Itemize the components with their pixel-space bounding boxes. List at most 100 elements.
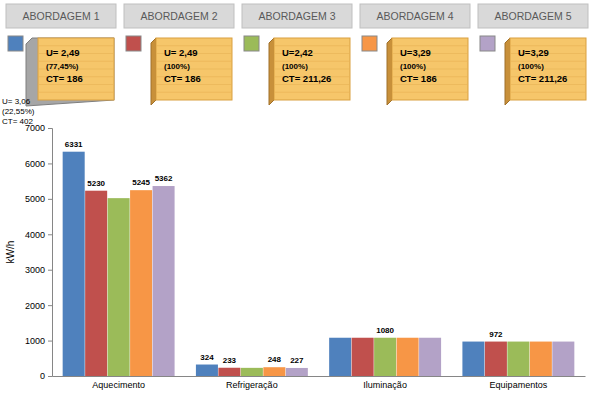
brick-line [510,84,586,85]
data-label: 1080 [376,326,394,335]
x-tick-label: Iluminação [363,380,407,390]
approach: ABORDAGEM 5U=3,29(100%)CT= 211,26 [478,4,588,105]
wall-text: (100%) [518,62,544,71]
approach: ABORDAGEM 3U=2,42(100%)CT= 211,26 [242,4,352,105]
y-tick: 0 [40,371,52,381]
y-tick-mark [48,234,52,235]
brick-line [510,92,586,93]
wall-side-text: (22,55%) [2,107,35,116]
bar [153,186,175,376]
wall-text: U= 2,49 [164,47,198,58]
bar [63,152,85,376]
wall-side [26,38,114,106]
wall-text: CT= 186 [400,73,437,84]
brick-line [274,84,350,85]
chart-root: ABORDAGEM 1U= 3,06(22,55%)CT= 402U= 2,49… [0,0,600,398]
y-tick-label: 4000 [25,230,45,240]
y-tick-mark [48,163,52,164]
brick-line [156,92,232,93]
bar [329,338,351,376]
y-tick: 6000 [25,159,52,169]
x-tick: Iluminação [363,376,407,390]
approach-title: ABORDAGEM 5 [494,10,571,22]
header: ABORDAGEM 1U= 3,06(22,55%)CT= 402U= 2,49… [2,4,588,126]
y-tick: 4000 [25,230,52,240]
y-tick-label: 6000 [25,159,45,169]
bar [286,368,308,376]
wall-text: CT= 186 [46,73,83,84]
wall-text: (100%) [400,62,426,71]
bar [552,342,574,376]
wall [392,38,468,100]
brick-line [392,84,468,85]
data-label: 6331 [65,140,83,149]
y-tick-mark [48,341,52,342]
x-tick: Equipamentos [490,376,548,390]
brick-line [38,92,114,93]
y-tick: 3000 [25,265,52,275]
y-tick-label: 5000 [25,194,45,204]
wall-text: CT= 211,26 [518,73,567,84]
y-tick: 5000 [25,194,52,204]
wall-text: (77,45%) [46,62,79,71]
y-tick-mark [48,305,52,306]
wall-edge [151,38,156,105]
x-tick-label: Refrigeração [226,380,278,390]
wall-edge [387,38,392,105]
wall [274,38,350,100]
wall-text: U= 2,49 [46,47,80,58]
bar [241,368,263,376]
bar [263,367,285,376]
x-tick: Refrigeração [226,376,278,390]
x-tick-label: Equipamentos [490,380,548,390]
y-axis-line [48,129,53,377]
bar [530,342,552,376]
bar [485,342,507,376]
bar [218,368,240,376]
y-tick-label: 0 [40,371,45,381]
wall-edge [505,38,510,105]
wall [510,38,586,100]
x-tick: Aquecimento [92,376,145,390]
approach: ABORDAGEM 1U= 3,06(22,55%)CT= 402U= 2,49… [2,4,116,126]
y-tick-label: 2000 [25,301,45,311]
bars [63,152,575,376]
x-axis-line [53,376,586,377]
data-label: 324 [200,353,214,362]
y-tick-label: 1000 [25,336,45,346]
wall [156,38,232,100]
y-tick-mark [48,128,52,129]
wall-text: CT= 211,26 [282,73,331,84]
wall-edge [269,38,274,105]
bar [130,190,152,376]
y-axis: 0 1000 2000 3000 4000 5000 6000 7000 [25,123,53,381]
y-tick-label: 7000 [25,123,45,133]
approach-box [124,4,234,28]
brick-line [274,92,350,93]
bar [352,338,374,376]
bar [462,342,484,376]
wall [38,38,114,100]
approach-title: ABORDAGEM 3 [258,10,335,22]
data-label: 248 [268,355,282,364]
y-tick: 2000 [25,301,52,311]
wall-side-text: U= 3,06 [2,97,31,106]
data-label: 972 [489,330,503,339]
legend-swatch [244,36,259,51]
y-axis-title: kW/h [5,241,16,264]
y-tick-label: 3000 [25,265,45,275]
approach-title: ABORDAGEM 1 [22,10,99,22]
approach-title: ABORDAGEM 4 [376,10,453,22]
bar [419,338,441,376]
data-label: 5245 [132,178,150,187]
bar [85,191,107,376]
legend-swatch [480,36,495,51]
brick-line [156,84,232,85]
y-tick: 1000 [25,336,52,346]
legend-swatch [126,36,141,51]
bar [108,198,130,376]
approach: ABORDAGEM 4U=3,29(100%)CT= 186 [360,4,470,105]
approach: ABORDAGEM 2U= 2,49(100%)CT= 186 [124,4,234,105]
y-tick-mark [48,199,52,200]
brick-line [38,84,114,85]
